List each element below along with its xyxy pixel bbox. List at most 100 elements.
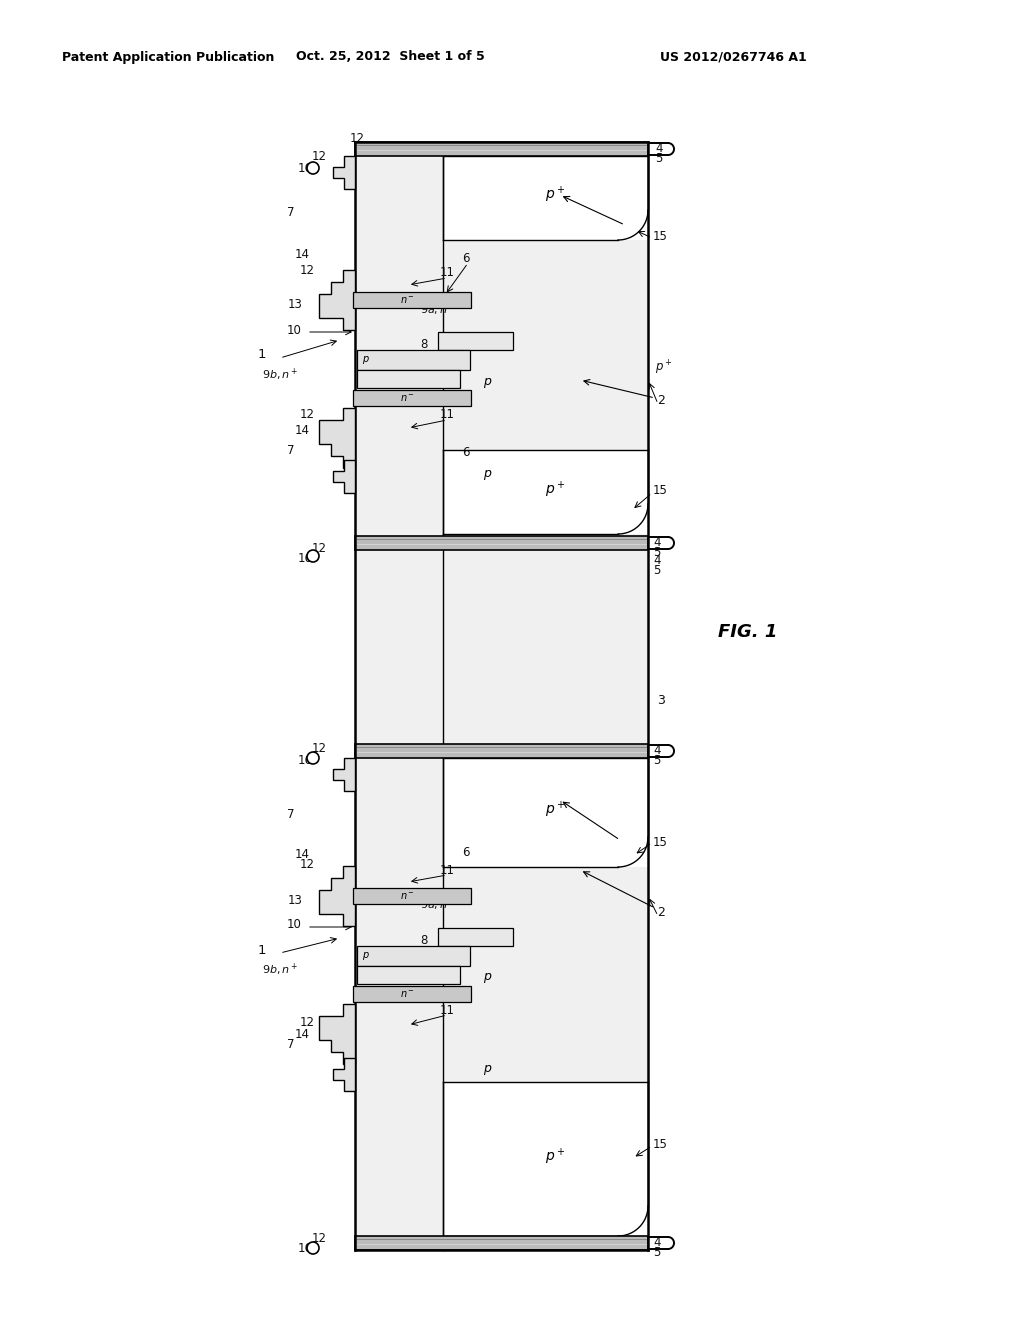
Text: 16: 16 <box>298 1242 313 1254</box>
Text: US 2012/0267746 A1: US 2012/0267746 A1 <box>660 50 807 63</box>
Text: 8: 8 <box>420 338 427 351</box>
Text: 3: 3 <box>657 693 665 706</box>
Text: 15: 15 <box>653 836 668 849</box>
Bar <box>443 156 648 240</box>
Text: 12: 12 <box>312 1232 327 1245</box>
Bar <box>353 389 471 407</box>
Text: $p$: $p$ <box>362 950 370 962</box>
Circle shape <box>307 550 319 562</box>
Text: 1: 1 <box>258 944 266 957</box>
Text: 13: 13 <box>288 298 303 312</box>
Bar <box>355 143 648 156</box>
Text: 10: 10 <box>287 323 302 337</box>
Text: $n^-$: $n^-$ <box>399 891 415 902</box>
Text: 12: 12 <box>312 150 327 164</box>
Bar <box>443 1082 648 1236</box>
Text: 14: 14 <box>295 1028 310 1041</box>
Bar <box>353 888 471 904</box>
Text: 1: 1 <box>258 348 266 362</box>
Bar <box>357 350 470 370</box>
Text: $n^-$: $n^-$ <box>399 989 415 999</box>
Text: 12: 12 <box>312 742 327 755</box>
Text: $p$: $p$ <box>362 354 370 366</box>
Text: 6: 6 <box>462 991 469 1005</box>
Text: $p^+$: $p^+$ <box>546 185 565 205</box>
Text: 15: 15 <box>653 231 668 243</box>
Text: 6: 6 <box>462 446 469 458</box>
Text: 12: 12 <box>300 1015 315 1028</box>
Text: $9a, n^+$: $9a, n^+$ <box>420 896 457 913</box>
Text: 8: 8 <box>420 933 427 946</box>
Text: 5: 5 <box>655 152 663 165</box>
Text: $p^+$: $p^+$ <box>546 480 565 500</box>
Text: $9b, n^+$: $9b, n^+$ <box>262 367 299 383</box>
Text: 11: 11 <box>440 1003 455 1016</box>
Text: 6: 6 <box>462 252 469 264</box>
Bar <box>355 1236 648 1250</box>
Text: 4: 4 <box>655 143 663 156</box>
Polygon shape <box>333 1059 355 1092</box>
Text: $9a, n^+$: $9a, n^+$ <box>420 302 457 318</box>
Bar <box>438 928 513 946</box>
Text: 2: 2 <box>657 393 665 407</box>
Bar <box>355 143 648 1250</box>
Text: 5: 5 <box>653 545 660 558</box>
Text: 2: 2 <box>657 906 665 919</box>
Bar <box>355 536 648 550</box>
Text: 11: 11 <box>440 408 455 421</box>
Bar <box>353 986 471 1002</box>
Bar <box>357 946 470 966</box>
Text: Patent Application Publication: Patent Application Publication <box>62 50 274 63</box>
Text: 5: 5 <box>653 1246 660 1258</box>
Text: $p^+$: $p^+$ <box>546 800 565 820</box>
Text: $n^-$: $n^-$ <box>399 294 415 305</box>
Text: 16: 16 <box>298 161 313 174</box>
Text: 11: 11 <box>440 267 455 280</box>
Text: 15: 15 <box>653 483 668 496</box>
Text: 12: 12 <box>300 408 315 421</box>
Text: 4: 4 <box>653 743 660 756</box>
Text: 4: 4 <box>653 1236 660 1249</box>
Polygon shape <box>319 1005 355 1064</box>
Circle shape <box>307 162 319 174</box>
Circle shape <box>307 1242 319 1254</box>
Circle shape <box>307 752 319 764</box>
Text: 12: 12 <box>300 858 315 871</box>
Bar <box>353 292 471 308</box>
Text: 7: 7 <box>287 1039 295 1052</box>
Bar <box>438 333 513 350</box>
Polygon shape <box>319 408 355 469</box>
Polygon shape <box>333 459 355 492</box>
Text: 11: 11 <box>440 863 455 876</box>
Text: 12: 12 <box>312 541 327 554</box>
Text: $p$: $p$ <box>483 1063 493 1077</box>
Text: 12: 12 <box>300 264 315 276</box>
Text: 7: 7 <box>287 808 295 821</box>
Text: $p$: $p$ <box>483 972 493 985</box>
Bar <box>355 744 648 758</box>
Text: 7: 7 <box>287 206 295 219</box>
Polygon shape <box>333 156 355 189</box>
Text: 16: 16 <box>298 754 313 767</box>
Text: 14: 14 <box>295 424 310 437</box>
Text: 5: 5 <box>653 564 660 577</box>
Text: $p^+$: $p^+$ <box>655 359 673 378</box>
Text: Oct. 25, 2012  Sheet 1 of 5: Oct. 25, 2012 Sheet 1 of 5 <box>296 50 484 63</box>
Text: 4: 4 <box>653 553 660 566</box>
Polygon shape <box>319 866 355 927</box>
Text: FIG. 1: FIG. 1 <box>718 623 777 642</box>
Bar <box>443 758 648 867</box>
Text: 12: 12 <box>350 132 365 145</box>
Text: 14: 14 <box>295 849 310 862</box>
Text: 16: 16 <box>298 552 313 565</box>
Bar <box>443 450 648 535</box>
Polygon shape <box>333 758 355 791</box>
Text: $p$: $p$ <box>483 376 493 389</box>
Bar <box>357 966 460 983</box>
Text: $p$: $p$ <box>483 469 493 482</box>
Text: 6: 6 <box>462 846 469 859</box>
Text: 14: 14 <box>295 248 310 261</box>
Text: 13: 13 <box>288 894 303 907</box>
Text: 15: 15 <box>653 1138 668 1151</box>
Text: 7: 7 <box>287 444 295 457</box>
